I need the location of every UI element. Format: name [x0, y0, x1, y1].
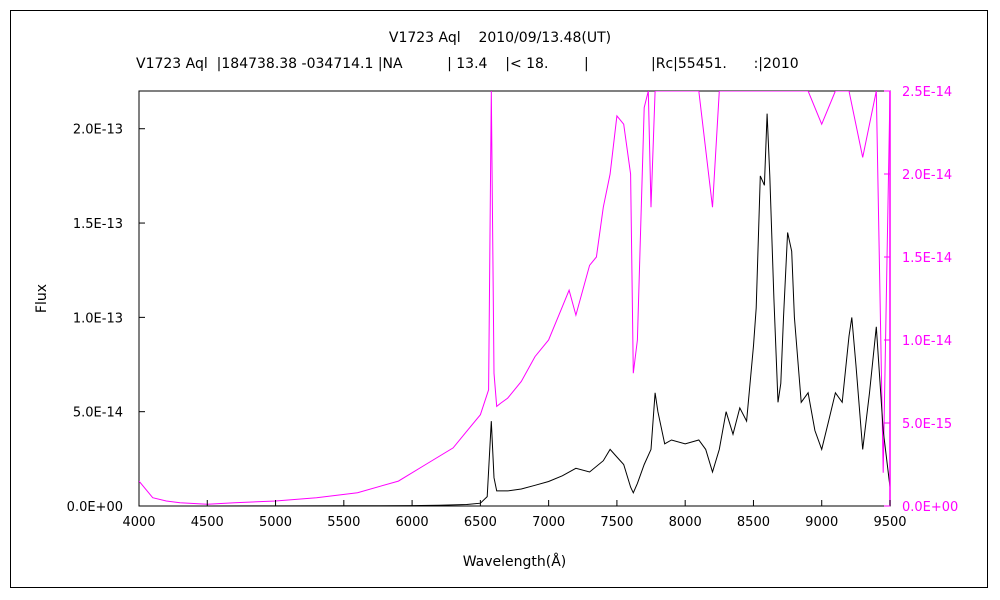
x-tick-label: 9500 — [873, 515, 906, 530]
chart-title: V1723 Aql 2010/09/13.48(UT) — [388, 30, 612, 46]
y2-tick-label: 1.0E-14 — [902, 334, 952, 349]
x-tick-label: 8500 — [737, 515, 770, 530]
series-line-black — [139, 113, 890, 506]
x-tick-label: 5000 — [259, 515, 292, 530]
x-tick-label: 8000 — [669, 515, 702, 530]
x-tick-label: 4500 — [191, 515, 224, 530]
y2-tick-label: 2.5E-14 — [902, 85, 952, 100]
plot-area — [138, 90, 891, 507]
chart-subtitle: V1723 Aql |184738.38 -034714.1 |NA | 13.… — [136, 56, 799, 72]
y-tick-label: 0.0E+00 — [67, 500, 123, 515]
y2-tick-label: 5.0E-15 — [902, 417, 952, 432]
x-tick-label: 7000 — [532, 515, 565, 530]
y-tick-label: 1.5E-13 — [73, 217, 123, 232]
x-tick-label: 4000 — [122, 515, 155, 530]
series-line-magenta — [139, 91, 890, 505]
x-tick-label: 6500 — [464, 515, 497, 530]
y-tick-label: 2.0E-13 — [73, 123, 123, 138]
x-axis-label: Wavelength(Å) — [463, 553, 567, 570]
y-tick-label: 1.0E-13 — [73, 311, 123, 326]
y-tick-label: 5.0E-14 — [73, 406, 123, 421]
y-axis-label: Flux — [34, 284, 50, 313]
x-tick-label: 5500 — [327, 515, 360, 530]
x-tick-label: 7500 — [600, 515, 633, 530]
y2-tick-label: 2.0E-14 — [902, 168, 952, 183]
x-tick-label: 6000 — [396, 515, 429, 530]
y2-tick-label: 0.0E+00 — [902, 500, 958, 515]
x-tick-label: 9000 — [805, 515, 838, 530]
y2-tick-label: 1.5E-14 — [902, 251, 952, 266]
